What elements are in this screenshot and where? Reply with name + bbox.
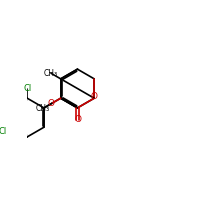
Text: CH₃: CH₃ [36, 104, 50, 113]
Text: Cl: Cl [0, 127, 6, 136]
Text: Cl: Cl [23, 84, 31, 93]
Text: CH₃: CH₃ [44, 69, 58, 78]
Text: O: O [48, 99, 55, 108]
Text: O: O [75, 115, 82, 124]
Text: O: O [91, 92, 98, 101]
